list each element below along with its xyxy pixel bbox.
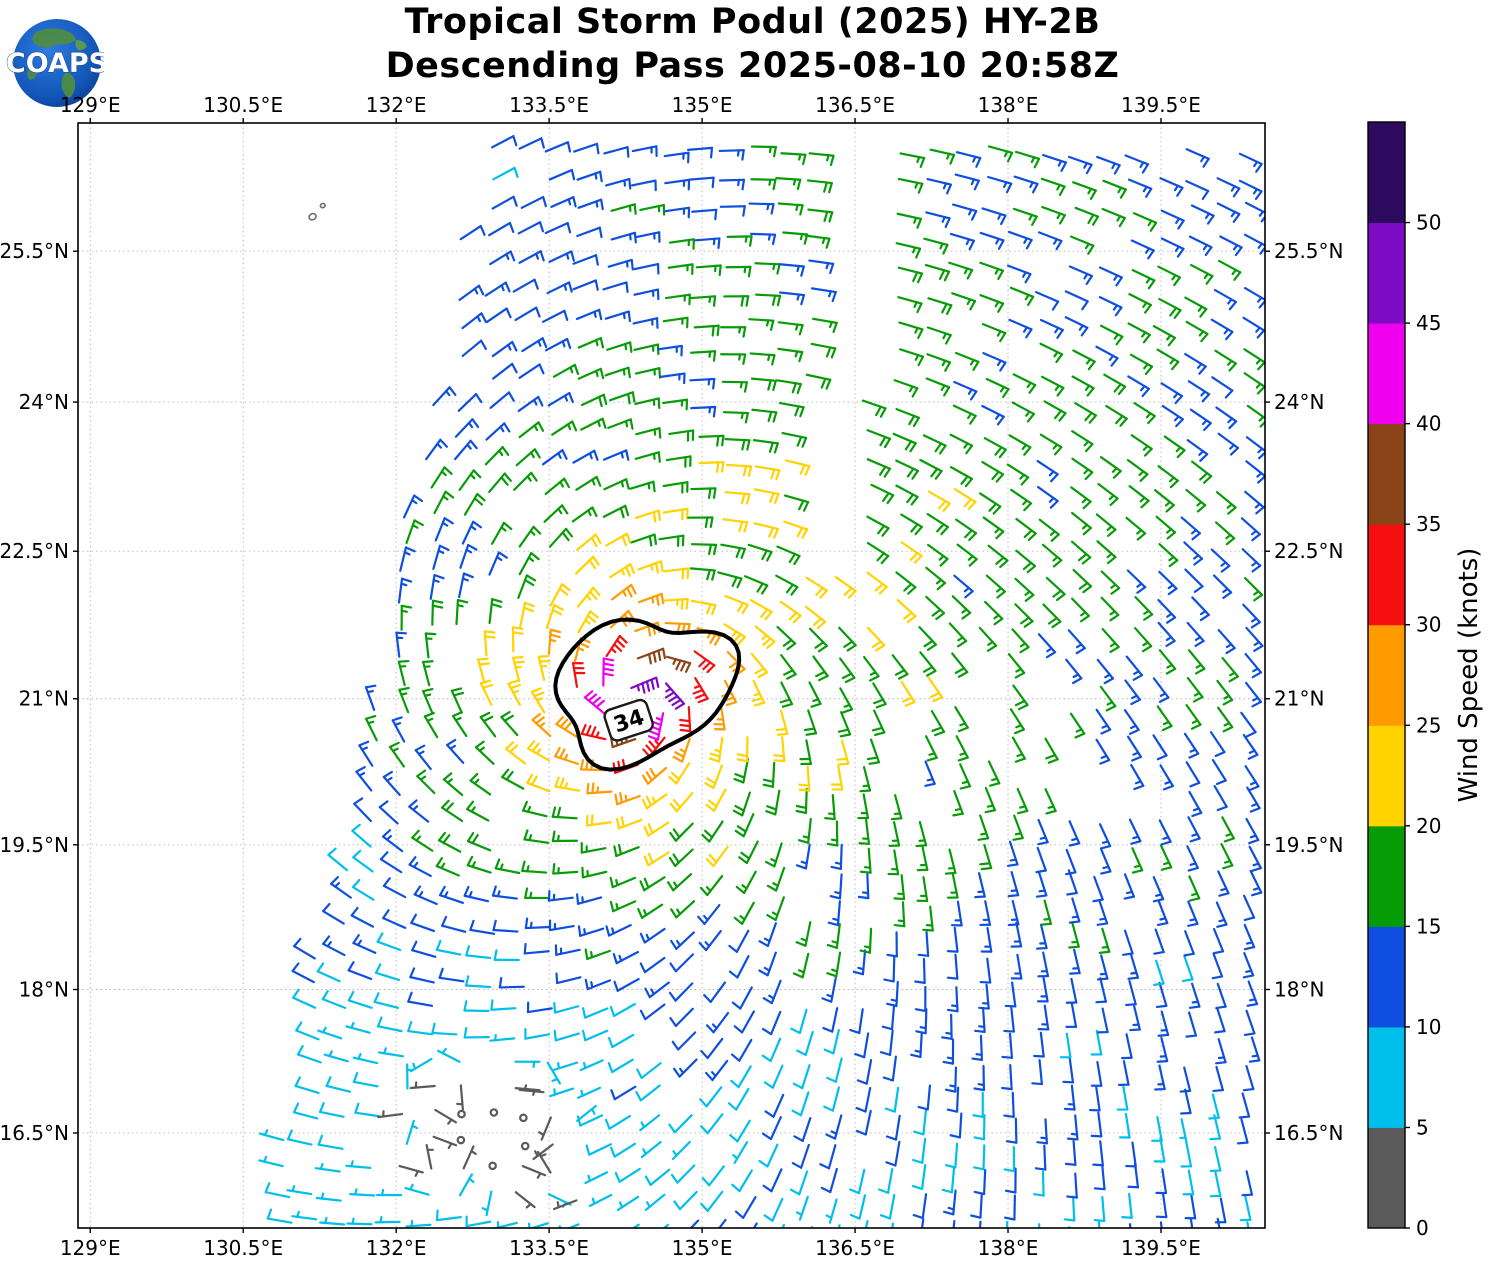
lat-tick-label-right: 16.5°N (1274, 1121, 1344, 1145)
lat-tick-label-right: 22.5°N (1274, 539, 1344, 563)
lat-tick-label-right: 21°N (1274, 687, 1324, 711)
colorbar-tick-label: 40 (1416, 412, 1441, 436)
colorbar-segment (1368, 825, 1405, 927)
lat-tick-label-left: 16.5°N (0, 1121, 69, 1145)
lat-tick-label-right: 24°N (1274, 390, 1324, 414)
lon-tick-label-bottom: 132°E (366, 1236, 427, 1260)
colorbar-segment (1368, 1026, 1405, 1128)
gridlines (78, 123, 1265, 1228)
lat-tick-label-left: 22.5°N (0, 539, 69, 563)
wind-barb-layer (258, 135, 1265, 1228)
lon-tick-label-bottom: 136.5°E (815, 1236, 895, 1260)
colorbar: 0 5 10 15 20 25 30 35 40 45 50 Wind Speed (knots) (1367, 121, 1484, 1240)
colorbar-tick-label: 25 (1416, 713, 1441, 737)
colorbar-tick-label: 5 (1416, 1115, 1429, 1139)
lon-tick-label-bottom: 129°E (60, 1236, 121, 1260)
colorbar-tick-label: 50 (1416, 211, 1441, 235)
lon-tick-label-top: 138°E (978, 93, 1039, 117)
colorbar-tick-label: 15 (1416, 914, 1441, 938)
coaps-logo: COAPS (6, 19, 104, 107)
lat-tick-label-right: 25.5°N (1274, 239, 1344, 263)
colorbar-segment (1368, 624, 1405, 726)
lat-tick-label-right: 18°N (1274, 977, 1324, 1001)
lat-tick-label-left: 25.5°N (0, 239, 69, 263)
colorbar-tick-label: 10 (1416, 1015, 1441, 1039)
lon-tick-label-top: 132°E (366, 93, 427, 117)
colorbar-tick-label: 0 (1416, 1216, 1429, 1240)
colorbar-segment (1368, 323, 1405, 425)
lat-tick-label-right: 19.5°N (1274, 833, 1344, 857)
colorbar-segment (1368, 1127, 1405, 1229)
colorbar-segment (1368, 725, 1405, 827)
r34-contour-label: 34 (603, 698, 654, 742)
colorbar-segment (1368, 423, 1405, 525)
lon-tick-label-bottom: 130.5°E (203, 1236, 283, 1260)
lon-tick-label-bottom: 139.5°E (1121, 1236, 1201, 1260)
lon-tick-label-top: 136.5°E (815, 93, 895, 117)
colorbar-tick-label: 35 (1416, 512, 1441, 536)
coaps-logo-text: COAPS (6, 48, 104, 79)
lon-tick-label-top: 130.5°E (203, 93, 283, 117)
colorbar-segment (1368, 926, 1405, 1028)
colorbar-segment (1368, 524, 1405, 626)
lon-tick-label-top: 129°E (60, 93, 121, 117)
axis-ticks (73, 118, 1270, 1233)
lat-tick-label-left: 24°N (19, 390, 69, 414)
colorbar-tick-label: 45 (1416, 311, 1441, 335)
lon-tick-label-top: 139.5°E (1121, 93, 1201, 117)
lat-tick-label-left: 19.5°N (0, 833, 69, 857)
plot-border (77, 122, 1266, 1229)
lon-tick-label-bottom: 138°E (978, 1236, 1039, 1260)
colorbar-tick-label: 20 (1416, 814, 1441, 838)
colorbar-tick-label: 30 (1416, 613, 1441, 637)
lat-tick-label-left: 18°N (19, 977, 69, 1001)
colorbar-border (1367, 121, 1406, 1229)
island-outlines (308, 202, 326, 221)
lat-tick-label-left: 21°N (19, 687, 69, 711)
colorbar-segment (1368, 222, 1405, 324)
globe-continents (27, 28, 87, 98)
colorbar-segment (1368, 122, 1405, 224)
lon-tick-label-top: 133.5°E (509, 93, 589, 117)
r34-wind-contour (553, 617, 742, 772)
lon-tick-label-top: 135°E (672, 93, 733, 117)
colorbar-title: Wind Speed (knots) (1454, 548, 1484, 803)
lon-tick-label-bottom: 135°E (672, 1236, 733, 1260)
lon-tick-label-bottom: 133.5°E (509, 1236, 589, 1260)
axis-tick-labels: 129°E 129°E 130.5°E 130.5°E 132°E 132°E 133.5°… (0, 93, 1344, 1260)
